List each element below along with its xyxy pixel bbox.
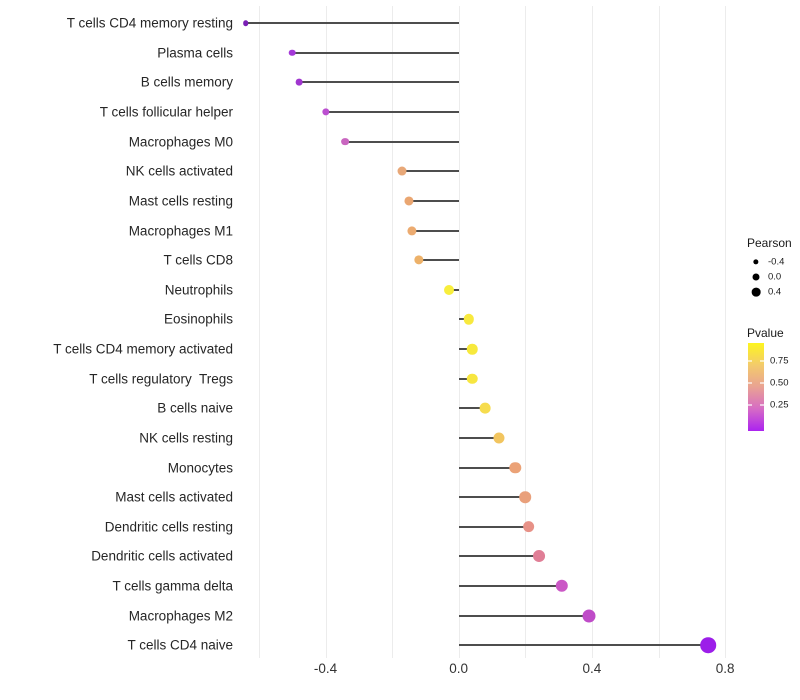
lollipop-stem [408,199,459,202]
data-point-dot [466,373,478,384]
data-point-dot [242,20,249,26]
x-axis-tick-label: 0.0 [449,661,469,676]
lollipop-stem [345,140,459,143]
colorbar-tick [748,382,752,384]
data-point-dot [479,402,491,414]
y-axis-label: T cells gamma delta [112,578,233,594]
data-point-dot [321,108,330,116]
data-point-dot [532,550,545,563]
y-axis-label: T cells CD4 memory resting [66,15,233,31]
gridline [525,6,527,658]
lollipop-stem [298,81,459,84]
legend-pearson-title: Pearson [747,236,792,250]
colorbar-label: 0.75 [770,355,789,367]
x-axis-tick-label: -0.4 [313,661,338,676]
y-axis-label: T cells regulatory Tregs [89,371,233,387]
gridline [325,6,327,658]
y-axis-label: Monocytes [167,460,233,475]
pvalue-colorbar [748,343,764,431]
data-point-dot [397,166,407,176]
colorbar-tick [748,404,752,406]
y-axis-label: Eosinophils [163,311,233,327]
data-point-dot [700,637,717,654]
y-axis-label: NK cells resting [139,430,233,446]
lollipop-stem [458,377,472,380]
y-axis-label: Dendritic cells resting [104,519,233,535]
data-point-dot [295,79,303,86]
data-point-dot [466,343,478,355]
gridline [591,6,593,658]
lollipop-stem [458,584,562,587]
y-axis-label: Macrophages M0 [128,134,233,150]
colorbar-label: 0.25 [770,399,789,411]
data-point-dot [509,461,522,474]
y-axis-label: Mast cells activated [115,489,233,505]
colorbar-tick [760,382,764,384]
lollipop-stem [325,111,459,114]
y-axis-label: T cells follicular helper [99,104,233,120]
colorbar-label: 0.50 [770,377,789,389]
data-point-dot [414,255,424,265]
x-axis-tick-label: 0.8 [715,661,735,676]
y-axis-label: B cells naive [157,400,233,416]
colorbar-tick [760,404,764,406]
data-point-dot [519,491,532,503]
y-axis-label: T cells CD4 naive [127,637,233,653]
lollipop-stem [458,436,499,439]
lollipop-stem [458,644,709,647]
colorbar-tick [760,360,764,362]
x-axis-tick-label: 0.4 [582,661,602,676]
legend-size-label: -0.4 [768,256,785,268]
data-point-dot [582,609,596,623]
data-point-dot [522,520,535,533]
legend-size-label: 0.0 [768,271,782,283]
y-axis-label: Macrophages M2 [128,608,233,624]
lollipop-stem [292,51,459,54]
data-point-dot [493,432,505,444]
lollipop-stem [412,229,459,232]
gridline [258,6,260,658]
lollipop-stem [448,288,459,291]
legend-size-label: 0.4 [768,286,782,298]
colorbar-tick [748,360,752,362]
lollipop-stem [418,259,459,262]
data-point-dot [463,314,474,325]
data-point-dot [341,137,350,146]
lollipop-stem [458,525,529,528]
y-axis-label: Dendritic cells activated [91,548,233,564]
lollipop-stem [245,22,459,25]
data-point-dot [443,284,454,295]
y-axis-label: B cells memory [140,74,233,90]
lollipop-stem [458,348,472,351]
y-axis-label: Macrophages M1 [128,223,233,239]
data-point-dot [555,579,569,593]
y-axis-label: Plasma cells [157,45,233,61]
gridline [458,6,460,658]
y-axis-label: NK cells activated [125,163,233,179]
y-axis-label: T cells CD4 memory activated [53,341,233,357]
gridline [658,6,660,658]
data-point-dot [404,196,414,206]
legend-pvalue-title: Pvalue [747,326,784,340]
gridline [725,6,727,658]
gridline [392,6,394,658]
lollipop-stem [458,466,516,469]
lollipop-stem [458,496,526,499]
y-axis-label: Neutrophils [164,282,233,298]
legend-size-dot [753,259,759,265]
y-axis-label: Mast cells resting [128,193,233,209]
legend-size-dot [752,273,760,281]
legend-size-dot [751,287,761,297]
lollipop-stem [458,614,589,617]
data-point-dot [407,225,417,236]
lollipop-stem [458,407,486,410]
lollipop-stem [458,555,539,558]
y-axis-label: T cells CD8 [163,252,233,268]
lollipop-stem [402,170,459,173]
data-point-dot [288,49,296,57]
